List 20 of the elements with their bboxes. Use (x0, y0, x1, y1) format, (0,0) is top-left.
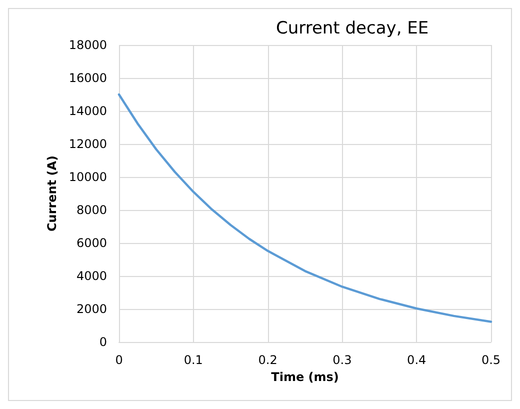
y-tick-label: 2000 (76, 302, 107, 316)
x-axis-title: Time (ms) (271, 370, 339, 384)
x-tick-label: 0.1 (184, 353, 203, 367)
y-tick-label: 12000 (68, 137, 107, 151)
y-tick-label: 0 (99, 335, 107, 349)
y-tick-label: 10000 (68, 170, 107, 184)
y-tick-label: 6000 (76, 236, 107, 250)
y-axis-title: Current (A) (44, 155, 59, 232)
x-tick-label: 0.3 (332, 353, 352, 367)
line-series (118, 93, 492, 323)
x-tick-label: 0.4 (407, 353, 426, 367)
x-tick-label: 0.5 (481, 353, 501, 367)
x-tick-label: 0 (115, 353, 123, 367)
y-tick-label: 4000 (76, 269, 107, 283)
y-tick-label: 8000 (76, 203, 107, 217)
y-tick-label: 16000 (68, 71, 107, 85)
chart-title: Current decay, EE (276, 18, 429, 38)
y-tick-label: 18000 (68, 38, 107, 52)
y-tick-label: 14000 (68, 104, 107, 118)
x-tick-label: 0.2 (258, 353, 278, 367)
